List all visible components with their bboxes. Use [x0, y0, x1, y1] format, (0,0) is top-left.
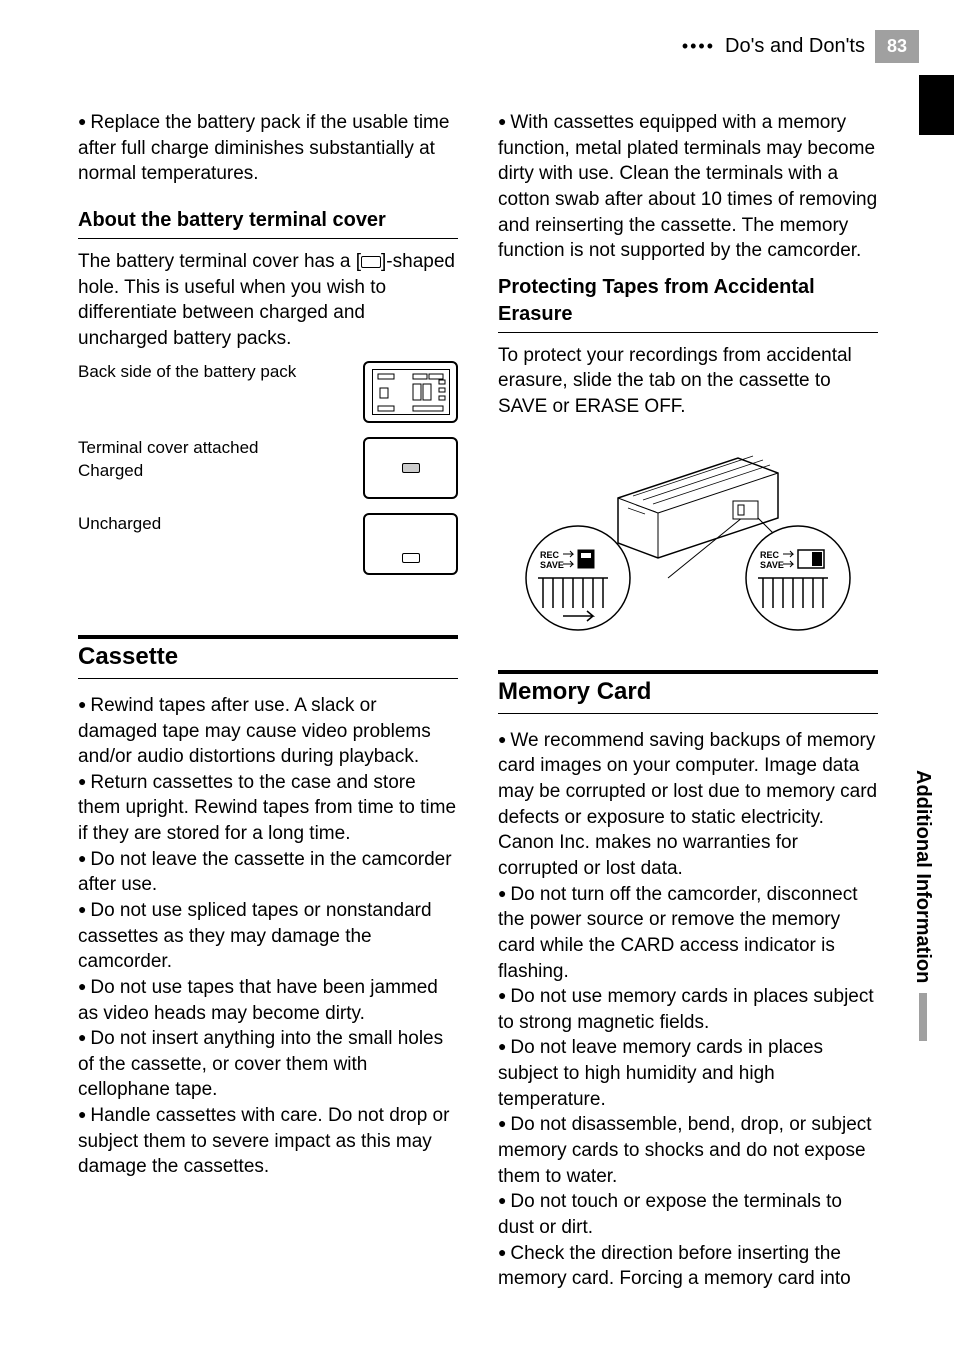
memory-p2: Do not turn off the camcorder, disconnec…: [498, 882, 878, 985]
battery-back-row: Back side of the battery pack: [78, 361, 458, 423]
slot-full-icon: [402, 463, 420, 473]
protect-tapes-para: To protect your recordings from accident…: [498, 343, 878, 420]
left-column: Replace the battery pack if the usable t…: [78, 110, 458, 1302]
slot-icon: [361, 256, 381, 268]
cassette-p1: Rewind tapes after use. A slack or damag…: [78, 693, 458, 770]
rec-label: REC: [540, 550, 560, 560]
memory-p6: Do not touch or expose the terminals to …: [498, 1189, 878, 1240]
cassette-p5: Do not use tapes that have been jammed a…: [78, 975, 458, 1026]
sidebar-text: Additional Information: [911, 770, 934, 983]
cassette-p6: Do not insert anything into the small ho…: [78, 1026, 458, 1103]
battery-back-label: Back side of the battery pack: [78, 361, 333, 384]
battery-charged-label-1: Terminal cover attached: [78, 437, 333, 460]
memory-p3: Do not use memory cards in places subjec…: [498, 984, 878, 1035]
cassette-heading: Cassette: [78, 635, 458, 678]
sidebar-label: Additional Information: [911, 770, 934, 1041]
battery-cover-para-a: The battery terminal cover has a [: [78, 251, 361, 272]
battery-cover-para: The battery terminal cover has a []-shap…: [78, 249, 458, 352]
header-title: Do's and Don'ts: [725, 35, 865, 58]
memory-p5: Do not disassemble, bend, drop, or subje…: [498, 1112, 878, 1189]
battery-uncharged-row: Uncharged: [78, 513, 458, 575]
page-number: 83: [875, 30, 919, 63]
save-label: SAVE: [540, 560, 564, 570]
cassette-p2: Return cassettes to the case and store t…: [78, 770, 458, 847]
battery-charged-row: Terminal cover attached Charged: [78, 437, 458, 499]
memory-p1: We recommend saving backups of memory ca…: [498, 728, 878, 882]
battery-charged-diagram: [363, 437, 458, 499]
cassette-memory-para: With cassettes equipped with a memory fu…: [498, 110, 878, 264]
battery-charged-label: Terminal cover attached Charged: [78, 437, 333, 483]
edge-tab: [919, 75, 954, 135]
cassette-p3: Do not leave the cassette in the camcord…: [78, 847, 458, 898]
memory-card-heading: Memory Card: [498, 670, 878, 713]
battery-uncharged-diagram: [363, 513, 458, 575]
memory-p7: Check the direction before inserting the…: [498, 1241, 878, 1292]
cassette-diagram: REC SAVE: [518, 448, 858, 633]
page-header: •••• Do's and Don'ts 83: [682, 30, 919, 63]
battery-back-diagram: [363, 361, 458, 423]
cassette-p7: Handle cassettes with care. Do not drop …: [78, 1103, 458, 1180]
battery-cover-heading: About the battery terminal cover: [78, 207, 458, 239]
memory-p4: Do not leave memory cards in places subj…: [498, 1035, 878, 1112]
header-dots: ••••: [682, 36, 715, 57]
rec-label-2: REC: [760, 550, 780, 560]
page-content: Replace the battery pack if the usable t…: [78, 110, 878, 1302]
battery-terminals-svg: [373, 370, 451, 416]
save-label-2: SAVE: [760, 560, 784, 570]
battery-replace-para: Replace the battery pack if the usable t…: [78, 110, 458, 187]
right-column: With cassettes equipped with a memory fu…: [498, 110, 878, 1302]
slot-empty-icon: [402, 553, 420, 563]
protect-tapes-heading: Protecting Tapes from Accidental Erasure: [498, 274, 878, 333]
sidebar-bar: [919, 993, 927, 1041]
battery-uncharged-label: Uncharged: [78, 513, 333, 536]
cassette-p4: Do not use spliced tapes or nonstandard …: [78, 898, 458, 975]
battery-charged-label-2: Charged: [78, 460, 333, 483]
